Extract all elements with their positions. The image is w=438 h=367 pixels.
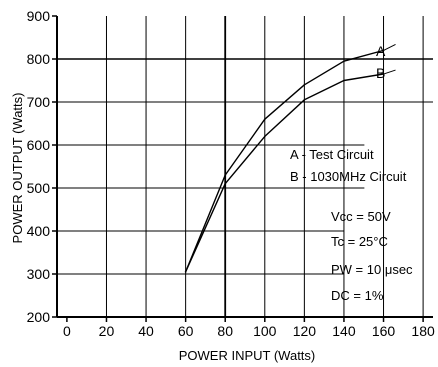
series-layer xyxy=(184,43,396,273)
y-tick-label-0: 200 xyxy=(27,309,51,325)
data-point-b-0 xyxy=(184,271,187,273)
condition-pw: PW = 10 μsec xyxy=(331,262,413,277)
condition-tc: Tc = 25°C xyxy=(331,234,388,249)
series-line-a xyxy=(184,49,384,273)
data-point-b-4 xyxy=(343,79,345,82)
x-tick-label-7: 140 xyxy=(332,323,356,339)
data-point-b-3 xyxy=(303,99,306,101)
tick-label-layer: 0 20 40 60 80 100 120 140 160 180 200 300 400 500 600 7… xyxy=(27,8,435,339)
x-tick-label-3: 60 xyxy=(178,323,194,339)
data-point-a-3 xyxy=(303,84,306,86)
data-point-a-1 xyxy=(224,174,227,176)
legend-entry-a: A - Test Circuit xyxy=(290,147,374,162)
y-tick-label-1: 300 xyxy=(27,266,51,282)
data-point-a-2 xyxy=(263,118,266,120)
series-leader-a xyxy=(383,43,396,51)
grid-layer xyxy=(57,16,433,317)
condition-vcc: Vcc = 50V xyxy=(331,209,391,224)
x-tick-label-8: 160 xyxy=(372,323,396,339)
x-tick-label-9: 180 xyxy=(411,323,435,339)
legend-entry-b: B - 1030MHz Circuit xyxy=(290,169,407,184)
y-tick-label-6: 800 xyxy=(27,51,51,67)
y-tick-label-5: 700 xyxy=(27,94,51,110)
condition-dc: DC = 1% xyxy=(331,288,384,303)
series-label-b: B xyxy=(376,65,385,81)
x-tick-label-1: 20 xyxy=(99,323,115,339)
x-tick-label-5: 100 xyxy=(253,323,277,339)
x-tick-label-4: 80 xyxy=(217,323,233,339)
data-point-b-2 xyxy=(263,135,266,138)
x-tick-label-0: 0 xyxy=(63,323,71,339)
series-label-a: A xyxy=(376,43,386,59)
y-tick-label-3: 500 xyxy=(27,180,51,196)
data-point-b-1 xyxy=(224,182,227,185)
y-tick-label-7: 900 xyxy=(27,8,51,24)
series-leader-b xyxy=(383,69,396,75)
data-point-a-4 xyxy=(343,60,345,62)
series-line-b xyxy=(184,73,384,273)
x-tick-label-2: 40 xyxy=(138,323,154,339)
y-axis-title: POWER OUTPUT (Watts) xyxy=(10,93,25,244)
y-tick-label-4: 600 xyxy=(27,137,51,153)
frame-layer xyxy=(52,15,433,322)
y-tick-label-2: 400 xyxy=(27,223,51,239)
x-tick-label-6: 120 xyxy=(293,323,317,339)
x-axis-title: POWER INPUT (Watts) xyxy=(179,348,316,363)
